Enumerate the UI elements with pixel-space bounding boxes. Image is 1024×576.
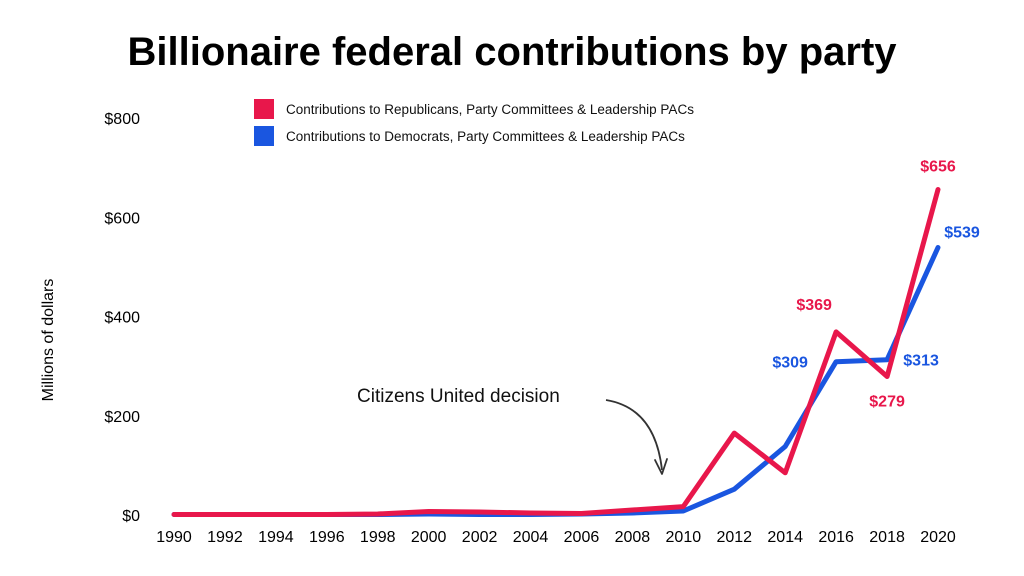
- data-label: $656: [920, 158, 956, 175]
- x-tick-label: 2008: [615, 529, 651, 546]
- x-tick-label: 2012: [716, 529, 752, 546]
- x-tick-label: 2014: [767, 529, 803, 546]
- legend-label-0: Contributions to Republicans, Party Comm…: [286, 102, 694, 117]
- x-tick-label: 1996: [309, 529, 345, 546]
- annotation-text: Citizens United decision: [357, 386, 560, 407]
- annotation-arrowhead-icon: [654, 458, 668, 475]
- annotation-layer: Citizens United decision: [357, 386, 668, 475]
- data-label: $539: [944, 225, 980, 242]
- x-tick-label: 1998: [360, 529, 396, 546]
- series-line-1: [171, 245, 941, 517]
- annotation-arrow: [605, 399, 663, 471]
- x-axis: 1990 1992 1994 1996 1998 2000 2002 2004 2006 2008…: [156, 529, 956, 546]
- y-axis: $0 $200 $400 $600 $800 Millions of dollars: [40, 111, 140, 525]
- legend: Contributions to Republicans, Party Comm…: [254, 99, 694, 146]
- data-labels: $656 $539 $369 $309 $313 $279: [772, 158, 980, 410]
- x-tick-label: 1992: [207, 529, 243, 546]
- legend-label-1: Contributions to Democrats, Party Commit…: [286, 129, 685, 144]
- y-tick-label: $200: [104, 409, 140, 426]
- legend-swatch-1: [254, 126, 274, 146]
- x-tick-label: 2004: [513, 529, 549, 546]
- data-label: $279: [869, 394, 905, 411]
- x-tick-label: 2002: [462, 529, 498, 546]
- data-label: $309: [772, 355, 808, 372]
- x-tick-label: 2006: [564, 529, 600, 546]
- x-tick-label: 2020: [920, 529, 956, 546]
- x-tick-label: 1990: [156, 529, 192, 546]
- data-label: $369: [796, 297, 832, 314]
- data-label: $313: [903, 353, 939, 370]
- chart-title: Billionaire federal contributions by par…: [127, 30, 897, 74]
- x-tick-label: 1994: [258, 529, 294, 546]
- y-tick-label: $600: [104, 210, 140, 227]
- x-tick-label: 2000: [411, 529, 447, 546]
- series-layer: [171, 187, 941, 517]
- y-axis-label: Millions of dollars: [40, 279, 57, 402]
- series-line-0: [171, 187, 941, 517]
- x-tick-label: 2010: [666, 529, 702, 546]
- y-tick-label: $400: [104, 310, 140, 327]
- x-tick-label: 2018: [869, 529, 905, 546]
- y-tick-label: $800: [104, 111, 140, 128]
- x-tick-label: 2016: [818, 529, 854, 546]
- y-tick-label: $0: [122, 508, 140, 525]
- legend-swatch-0: [254, 99, 274, 119]
